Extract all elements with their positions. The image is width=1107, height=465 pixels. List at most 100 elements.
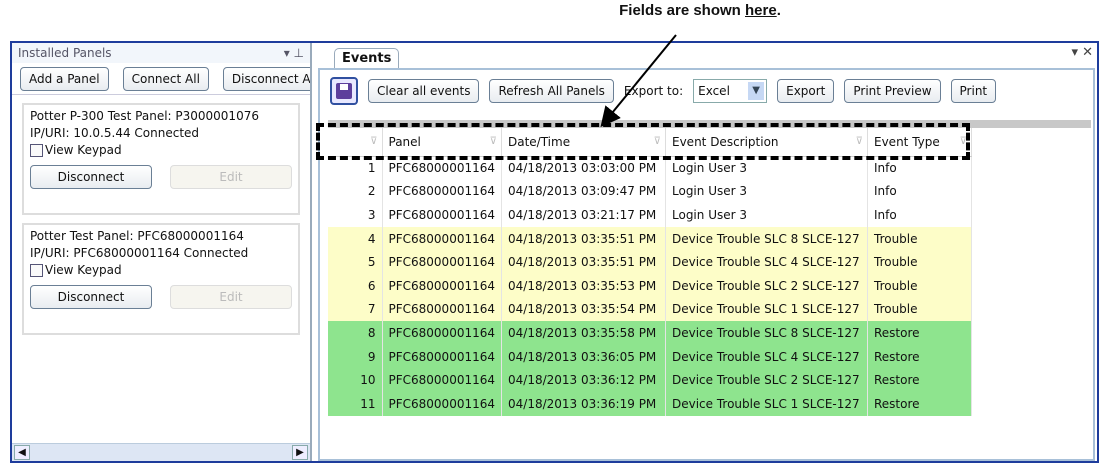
chevron-down-icon: ▼ — [748, 82, 765, 100]
table-cell: 4 — [328, 226, 383, 251]
view-keypad-checkbox[interactable]: View Keypad — [30, 142, 292, 159]
table-row[interactable]: 9 PFC68000001164 04/18/2013 03:36:05 PM Dev… — [328, 344, 972, 369]
print-preview-button[interactable]: Print Preview — [844, 79, 941, 103]
table-cell: Device Trouble SLC 8 SLCE-127 — [665, 226, 868, 251]
panel-name: Potter P-300 Test Panel: P3000001076 — [30, 109, 259, 123]
table-cell: Trouble — [867, 250, 972, 274]
table-cell: Login User 3 — [665, 179, 868, 204]
table-cell: 5 — [328, 250, 383, 274]
events-pane: Events ▾ ✕ Clear all events Refresh All … — [316, 43, 1097, 461]
table-cell: PFC68000001164 — [382, 321, 502, 345]
column-label: Date/Time — [508, 134, 571, 149]
table-cell: Restore — [867, 321, 972, 345]
installed-panels-pane: Installed Panels ▾ ⊥ Add a Panel Connect … — [12, 43, 312, 461]
filter-icon[interactable]: ⊽ — [959, 136, 967, 147]
view-keypad-checkbox[interactable]: View Keypad — [30, 262, 292, 279]
column-label: Event Type — [874, 134, 940, 149]
table-cell: 04/18/2013 03:36:05 PM — [501, 344, 666, 369]
tab-events[interactable]: Events — [334, 48, 400, 68]
table-cell: Info — [867, 203, 972, 227]
table-row[interactable]: 6 PFC68000001164 04/18/2013 03:35:53 PM Dev… — [328, 273, 972, 298]
table-row[interactable]: 5 PFC68000001164 04/18/2013 03:35:51 PM Dev… — [328, 250, 972, 274]
add-panel-button[interactable]: Add a Panel — [20, 67, 109, 91]
table-cell: PFC68000001164 — [382, 179, 502, 204]
filter-icon[interactable]: ⊽ — [370, 136, 378, 147]
table-cell: 04/18/2013 03:35:51 PM — [501, 250, 666, 274]
export-button[interactable]: Export — [777, 79, 835, 103]
table-cell: Restore — [867, 368, 972, 392]
table-cell: PFC68000001164 — [382, 203, 502, 227]
disconnect-button[interactable]: Disconnect — [30, 285, 152, 309]
table-cell: PFC68000001164 — [382, 226, 502, 251]
table-cell: Device Trouble SLC 4 SLCE-127 — [665, 344, 868, 369]
table-cell: Device Trouble SLC 1 SLCE-127 — [665, 391, 868, 416]
table-cell: 2 — [328, 179, 383, 204]
table-row[interactable]: 7 PFC68000001164 04/18/2013 03:35:54 PM Dev… — [328, 297, 972, 322]
refresh-panels-button[interactable]: Refresh All Panels — [489, 79, 614, 103]
table-row[interactable]: 1 PFC68000001164 04/18/2013 03:03:00 PM Log… — [328, 156, 972, 180]
export-label: Export to: — [623, 84, 684, 98]
column-header[interactable]: ⊽ — [328, 128, 383, 157]
table-cell: 04/18/2013 03:35:53 PM — [501, 273, 666, 298]
column-header[interactable]: Event Type ⊽ — [867, 128, 972, 157]
table-cell: 1 — [328, 156, 383, 180]
table-cell: Login User 3 — [665, 203, 868, 227]
checkbox-icon[interactable] — [30, 264, 43, 277]
table-cell: PFC68000001164 — [382, 273, 502, 298]
panel-ip: IP/URI: PFC68000001164 Connected — [30, 246, 249, 260]
table-cell: Restore — [867, 344, 972, 369]
table-cell: Device Trouble SLC 4 SLCE-127 — [665, 250, 868, 274]
filter-icon[interactable]: ⊽ — [653, 136, 661, 147]
table-cell: Device Trouble SLC 2 SLCE-127 — [665, 368, 868, 392]
print-button[interactable]: Print — [950, 79, 997, 103]
disconnect-button[interactable]: Disconnect — [30, 165, 152, 189]
connect-all-button[interactable]: Connect All — [122, 67, 209, 91]
table-row[interactable]: 3 PFC68000001164 04/18/2013 03:21:17 PM Log… — [328, 203, 972, 227]
close-icon[interactable]: ▾ ✕ — [1071, 45, 1093, 60]
clear-events-button[interactable]: Clear all events — [368, 79, 480, 103]
view-keypad-label: View Keypad — [45, 263, 122, 277]
pin-icon[interactable]: ▾ ⊥ — [283, 46, 304, 60]
column-header[interactable]: Event Description ⊽ — [665, 128, 868, 157]
filter-icon[interactable]: ⊽ — [489, 136, 497, 147]
checkbox-icon[interactable] — [30, 144, 43, 157]
table-row[interactable]: 10 PFC68000001164 04/18/2013 03:36:12 PM De… — [328, 368, 972, 392]
table-row[interactable]: 2 PFC68000001164 04/18/2013 03:09:47 PM Log… — [328, 179, 972, 204]
table-row[interactable]: 11 PFC68000001164 04/18/2013 03:36:19 PM De… — [328, 391, 972, 416]
column-header[interactable]: Date/Time ⊽ — [501, 128, 666, 157]
horizontal-scrollbar[interactable]: ◀ ▶ — [12, 443, 310, 461]
scroll-right-icon[interactable]: ▶ — [292, 445, 308, 460]
table-cell: PFC68000001164 — [382, 297, 502, 322]
column-label: Panel — [388, 134, 421, 149]
table-cell: 04/18/2013 03:21:17 PM — [501, 203, 666, 227]
table-cell: Restore — [867, 391, 972, 416]
table-row[interactable]: 4 PFC68000001164 04/18/2013 03:35:51 PM Dev… — [328, 226, 972, 251]
table-cell: PFC68000001164 — [382, 156, 502, 180]
table-cell: Login User 3 — [665, 156, 868, 180]
export-format-value: Excel — [698, 84, 730, 98]
export-format-select[interactable]: Excel ▼ — [693, 79, 768, 103]
save-icon[interactable] — [330, 77, 358, 105]
table-cell: 04/18/2013 03:36:12 PM — [501, 368, 666, 392]
table-cell: Trouble — [867, 273, 972, 298]
table-cell: 04/18/2013 03:36:19 PM — [501, 391, 666, 416]
table-cell: 8 — [328, 321, 383, 345]
column-header[interactable]: Panel ⊽ — [382, 128, 502, 157]
table-cell: 11 — [328, 391, 383, 416]
scroll-left-icon[interactable]: ◀ — [14, 445, 30, 460]
panel-card: Potter P-300 Test Panel: P3000001076 IP/… — [22, 103, 300, 215]
table-cell: Trouble — [867, 297, 972, 322]
caption-end: . — [776, 2, 781, 19]
filter-icon[interactable]: ⊽ — [855, 136, 863, 147]
caption-text: Fields are shown — [619, 2, 745, 19]
app-window: Installed Panels ▾ ⊥ Add a Panel Connect … — [10, 41, 1099, 463]
disconnect-all-button[interactable]: Disconnect All — [222, 67, 310, 91]
table-cell: Device Trouble SLC 8 SLCE-127 — [665, 321, 868, 345]
table-cell: 3 — [328, 203, 383, 227]
table-cell: PFC68000001164 — [382, 344, 502, 369]
view-keypad-label: View Keypad — [45, 143, 122, 157]
table-row[interactable]: 8 PFC68000001164 04/18/2013 03:35:58 PM Dev… — [328, 321, 972, 345]
events-table: ⊽ Panel ⊽ Date/Time ⊽ Event Description ⊽ Event… — [328, 128, 972, 416]
pane-header: Installed Panels ▾ ⊥ — [12, 43, 310, 63]
table-cell: PFC68000001164 — [382, 250, 502, 274]
